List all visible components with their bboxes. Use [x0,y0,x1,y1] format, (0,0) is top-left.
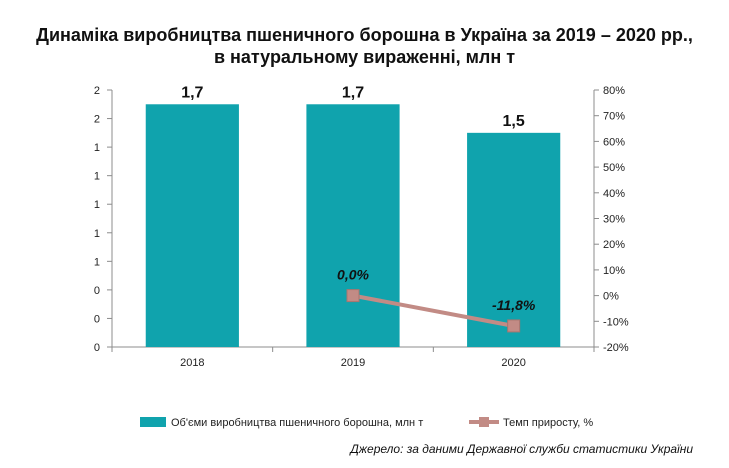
x-tick-label: 2018 [180,357,204,369]
right-tick-label: 50% [603,162,625,174]
left-tick-label: 0 [94,342,100,354]
left-tick-label: 2 [94,114,100,126]
left-tick-label: 1 [94,199,100,211]
line-value-label: -11,8% [492,297,536,313]
line-value-label: 0,0% [337,267,369,283]
left-tick-label: 1 [94,228,100,240]
legend-bar-swatch [140,417,166,427]
legend-bar-label: Об'єми виробництва пшеничного борошна, м… [171,417,423,429]
left-tick-label: 2 [94,85,100,97]
right-tick-label: 60% [603,136,625,148]
chart-title: Динаміка виробництва пшеничного борошна … [0,24,729,68]
legend-line-label: Темп приросту, % [503,417,593,429]
left-tick-label: 0 [94,285,100,297]
bar [306,104,400,348]
left-tick-label: 1 [94,256,100,268]
bar-value-label: 1,5 [503,113,525,130]
right-tick-label: 20% [603,239,625,251]
source-note: Джерело: за даними Державної служби стат… [350,442,693,456]
bar-value-label: 1,7 [342,84,364,101]
right-tick-label: 40% [603,188,625,200]
right-tick-label: -10% [603,316,629,328]
x-tick-label: 2019 [341,357,365,369]
right-tick-label: 80% [603,85,625,97]
growth-rate-line [352,293,515,328]
left-tick-label: 1 [94,171,100,183]
bar-value-label: 1,7 [181,84,203,101]
x-tick-label: 2020 [501,357,525,369]
right-tick-label: -20% [603,342,629,354]
bar [467,132,561,347]
line-marker [346,289,360,303]
chart-title-line-1: Динаміка виробництва пшеничного борошна … [36,25,693,45]
line-marker [507,319,521,333]
bar [145,104,239,348]
left-tick-label: 1 [94,142,100,154]
right-tick-label: 0% [603,291,619,303]
right-tick-label: 10% [603,265,625,277]
right-tick-label: 30% [603,214,625,226]
legend-line-marker [479,417,489,427]
chart-title-line-2: в натуральному вираженні, млн т [213,47,516,67]
left-tick-label: 0 [94,313,100,325]
right-tick-label: 70% [603,111,625,123]
